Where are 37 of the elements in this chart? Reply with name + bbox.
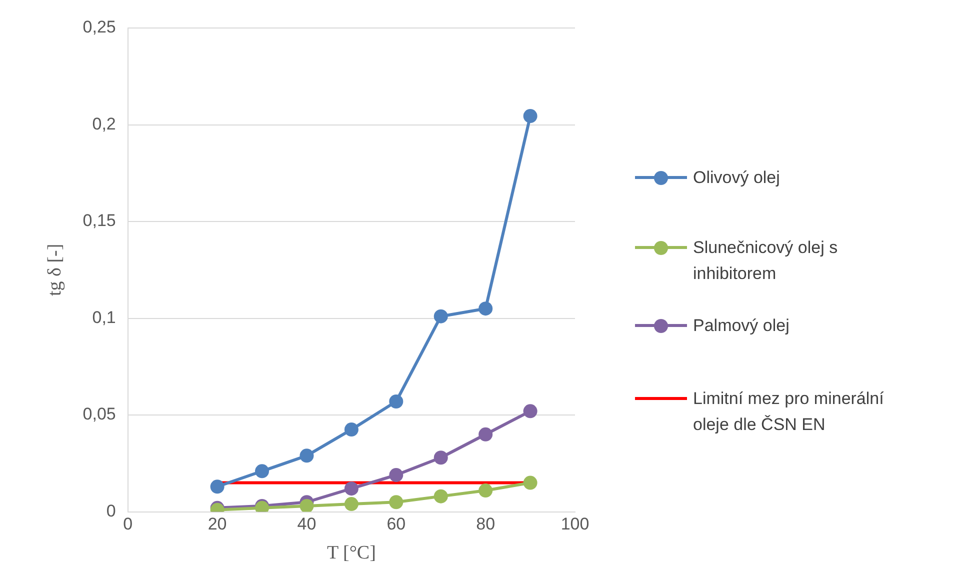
- point: [523, 109, 538, 124]
- legend-label: Limitní mez pro minerální oleje dle ČSN EN: [693, 388, 885, 436]
- x-tick-label: 40: [297, 514, 316, 534]
- legend-label: Olivový olej: [693, 167, 781, 189]
- point: [523, 404, 538, 418]
- x-axis-title: T [°C]: [326, 542, 376, 564]
- point: [434, 309, 448, 324]
- point: [434, 489, 448, 504]
- x-tick-label: 60: [386, 514, 406, 534]
- point: [344, 482, 358, 496]
- x-tick-label: 100: [560, 514, 590, 534]
- x-tick-label: 20: [208, 514, 227, 534]
- point: [389, 495, 404, 510]
- legend-label: Slunečnicový olej s inhibitorem: [693, 237, 839, 285]
- y-tick-label: 0: [106, 501, 116, 520]
- point: [478, 427, 493, 442]
- point: [300, 498, 314, 512]
- point: [210, 480, 224, 494]
- y-tick-label: 0,1: [92, 308, 116, 327]
- x-tick-label: 0: [123, 514, 133, 534]
- y-tick-label: 0,2: [92, 114, 116, 134]
- legend-label: Palmový olej: [693, 315, 790, 337]
- point: [523, 476, 538, 490]
- point: [478, 302, 493, 316]
- point: [478, 484, 493, 498]
- point: [434, 450, 448, 465]
- y-tick-label: 0,25: [82, 18, 116, 37]
- y-tick-label: 0,05: [82, 404, 116, 424]
- point: [255, 464, 270, 478]
- point: [344, 422, 358, 437]
- y-tick-label: 0,15: [82, 211, 116, 230]
- point: [300, 448, 314, 463]
- point: [344, 497, 358, 512]
- y-axis-title: tg δ [-]: [44, 244, 66, 296]
- point: [389, 468, 404, 482]
- x-tick-label: 80: [476, 514, 496, 534]
- point: [389, 394, 404, 408]
